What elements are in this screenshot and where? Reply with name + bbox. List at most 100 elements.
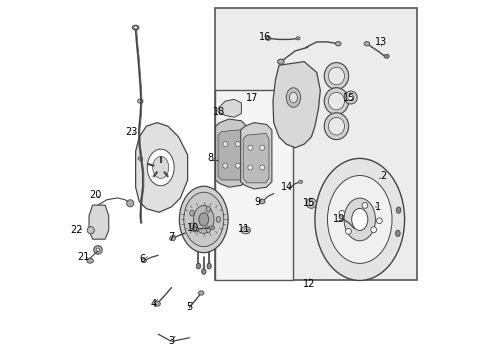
Ellipse shape bbox=[259, 199, 265, 204]
Ellipse shape bbox=[201, 269, 206, 274]
Circle shape bbox=[94, 246, 102, 254]
Ellipse shape bbox=[179, 186, 228, 253]
Polygon shape bbox=[89, 205, 109, 239]
Ellipse shape bbox=[206, 227, 210, 233]
Ellipse shape bbox=[290, 92, 297, 103]
Ellipse shape bbox=[298, 180, 303, 183]
Ellipse shape bbox=[132, 25, 139, 30]
Circle shape bbox=[87, 226, 95, 234]
Ellipse shape bbox=[364, 41, 370, 46]
Text: 2: 2 bbox=[380, 171, 386, 181]
Ellipse shape bbox=[352, 208, 368, 230]
Text: 13: 13 bbox=[375, 37, 388, 47]
Ellipse shape bbox=[154, 301, 160, 306]
Text: 16: 16 bbox=[259, 32, 271, 41]
Text: 15: 15 bbox=[303, 198, 315, 208]
Ellipse shape bbox=[216, 216, 220, 222]
Ellipse shape bbox=[210, 226, 215, 230]
Circle shape bbox=[96, 248, 100, 252]
Text: 21: 21 bbox=[77, 252, 90, 262]
Ellipse shape bbox=[296, 37, 300, 40]
Polygon shape bbox=[273, 62, 320, 148]
Ellipse shape bbox=[192, 227, 199, 232]
Circle shape bbox=[248, 165, 253, 170]
Circle shape bbox=[348, 95, 354, 100]
Ellipse shape bbox=[87, 258, 93, 263]
Ellipse shape bbox=[190, 223, 194, 229]
Text: 1: 1 bbox=[375, 202, 381, 212]
Text: 4: 4 bbox=[150, 299, 157, 309]
Ellipse shape bbox=[153, 157, 169, 179]
Ellipse shape bbox=[190, 210, 194, 216]
Circle shape bbox=[126, 200, 134, 207]
Ellipse shape bbox=[328, 67, 344, 85]
Polygon shape bbox=[218, 130, 245, 180]
Circle shape bbox=[223, 141, 228, 147]
Polygon shape bbox=[136, 123, 188, 212]
Circle shape bbox=[309, 201, 314, 206]
Polygon shape bbox=[243, 134, 269, 183]
Text: 19: 19 bbox=[333, 215, 345, 224]
Text: 22: 22 bbox=[70, 225, 83, 235]
Ellipse shape bbox=[345, 229, 351, 234]
Ellipse shape bbox=[376, 218, 382, 224]
Circle shape bbox=[248, 145, 253, 150]
Ellipse shape bbox=[278, 59, 284, 64]
Ellipse shape bbox=[170, 236, 175, 241]
Ellipse shape bbox=[194, 206, 214, 233]
Text: 23: 23 bbox=[125, 127, 137, 136]
Ellipse shape bbox=[241, 226, 250, 234]
Text: 12: 12 bbox=[303, 279, 316, 289]
Text: 11: 11 bbox=[238, 225, 250, 234]
Text: 10: 10 bbox=[187, 224, 199, 233]
Bar bbox=[215, 90, 294, 280]
Polygon shape bbox=[218, 99, 242, 117]
Ellipse shape bbox=[344, 198, 375, 241]
Ellipse shape bbox=[371, 227, 377, 233]
Ellipse shape bbox=[362, 203, 368, 208]
Text: 5: 5 bbox=[186, 302, 193, 312]
Polygon shape bbox=[216, 119, 247, 187]
Ellipse shape bbox=[335, 41, 341, 46]
Circle shape bbox=[260, 165, 265, 170]
Ellipse shape bbox=[328, 92, 344, 110]
Text: 7: 7 bbox=[169, 232, 174, 242]
Text: 3: 3 bbox=[169, 336, 174, 346]
Ellipse shape bbox=[138, 157, 143, 160]
Ellipse shape bbox=[141, 259, 147, 263]
Ellipse shape bbox=[244, 229, 247, 231]
Ellipse shape bbox=[184, 192, 224, 247]
Ellipse shape bbox=[207, 263, 211, 269]
Ellipse shape bbox=[395, 230, 400, 237]
Ellipse shape bbox=[384, 54, 389, 58]
Text: 20: 20 bbox=[89, 190, 101, 200]
Ellipse shape bbox=[206, 206, 210, 212]
Circle shape bbox=[260, 145, 265, 150]
Ellipse shape bbox=[324, 63, 349, 89]
Circle shape bbox=[306, 198, 317, 208]
Ellipse shape bbox=[324, 113, 349, 140]
Ellipse shape bbox=[339, 211, 345, 216]
Circle shape bbox=[235, 141, 240, 147]
Ellipse shape bbox=[196, 263, 200, 269]
Ellipse shape bbox=[315, 158, 405, 280]
Text: 9: 9 bbox=[254, 197, 261, 207]
Text: 17: 17 bbox=[246, 93, 258, 103]
Circle shape bbox=[344, 91, 357, 104]
Ellipse shape bbox=[396, 207, 401, 213]
Ellipse shape bbox=[138, 99, 143, 103]
Circle shape bbox=[223, 163, 228, 168]
Text: 18: 18 bbox=[213, 107, 225, 117]
Ellipse shape bbox=[199, 213, 209, 226]
Ellipse shape bbox=[147, 149, 174, 186]
Ellipse shape bbox=[324, 88, 349, 114]
Text: 8: 8 bbox=[208, 153, 214, 163]
Circle shape bbox=[134, 26, 137, 30]
Ellipse shape bbox=[327, 176, 392, 264]
Ellipse shape bbox=[198, 291, 204, 295]
Circle shape bbox=[235, 163, 240, 168]
Bar bbox=[215, 8, 417, 280]
Text: 6: 6 bbox=[140, 254, 146, 264]
Ellipse shape bbox=[328, 117, 344, 135]
Text: 15: 15 bbox=[343, 93, 355, 103]
